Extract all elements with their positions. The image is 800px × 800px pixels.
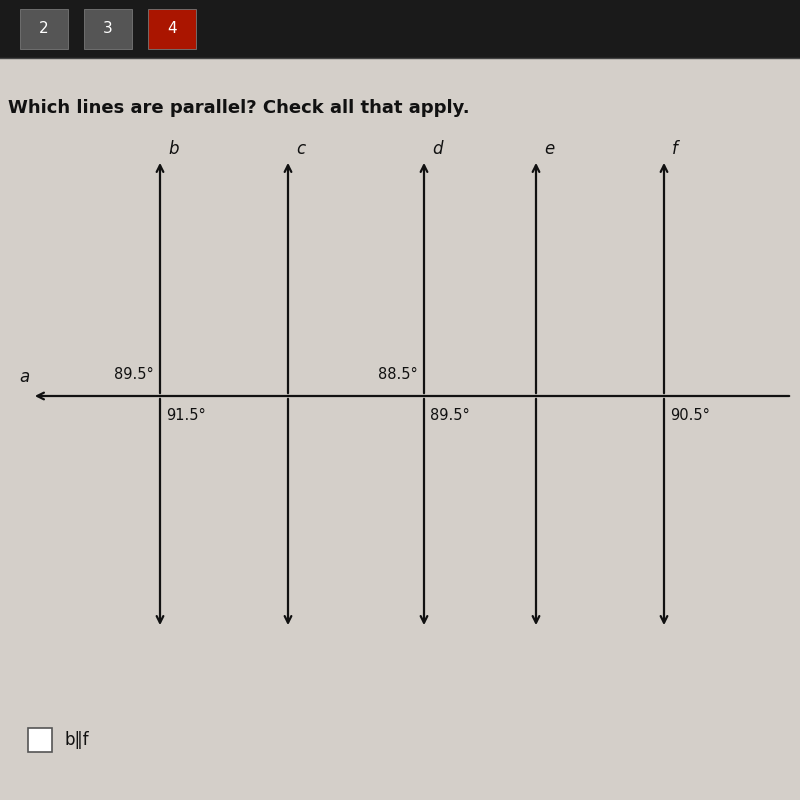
Text: f: f bbox=[672, 139, 678, 158]
Text: a: a bbox=[19, 368, 29, 386]
FancyBboxPatch shape bbox=[84, 9, 133, 49]
Text: 91.5°: 91.5° bbox=[166, 408, 206, 423]
Text: 4: 4 bbox=[167, 22, 177, 36]
Text: c: c bbox=[296, 139, 305, 158]
Text: e: e bbox=[544, 139, 554, 158]
FancyBboxPatch shape bbox=[147, 9, 197, 49]
Text: b: b bbox=[168, 139, 178, 158]
Text: d: d bbox=[432, 139, 442, 158]
FancyBboxPatch shape bbox=[19, 9, 68, 49]
Text: 89.5°: 89.5° bbox=[430, 408, 470, 423]
Bar bbox=[28, 728, 52, 752]
Text: 90.5°: 90.5° bbox=[670, 408, 710, 423]
Bar bbox=[0, 0, 800, 58]
Text: b‖f: b‖f bbox=[64, 731, 89, 749]
Text: Which lines are parallel? Check all that apply.: Which lines are parallel? Check all that… bbox=[8, 99, 470, 117]
Text: 2: 2 bbox=[39, 22, 49, 36]
Text: 88.5°: 88.5° bbox=[378, 366, 418, 382]
Text: 89.5°: 89.5° bbox=[114, 366, 154, 382]
Text: 3: 3 bbox=[103, 22, 113, 36]
